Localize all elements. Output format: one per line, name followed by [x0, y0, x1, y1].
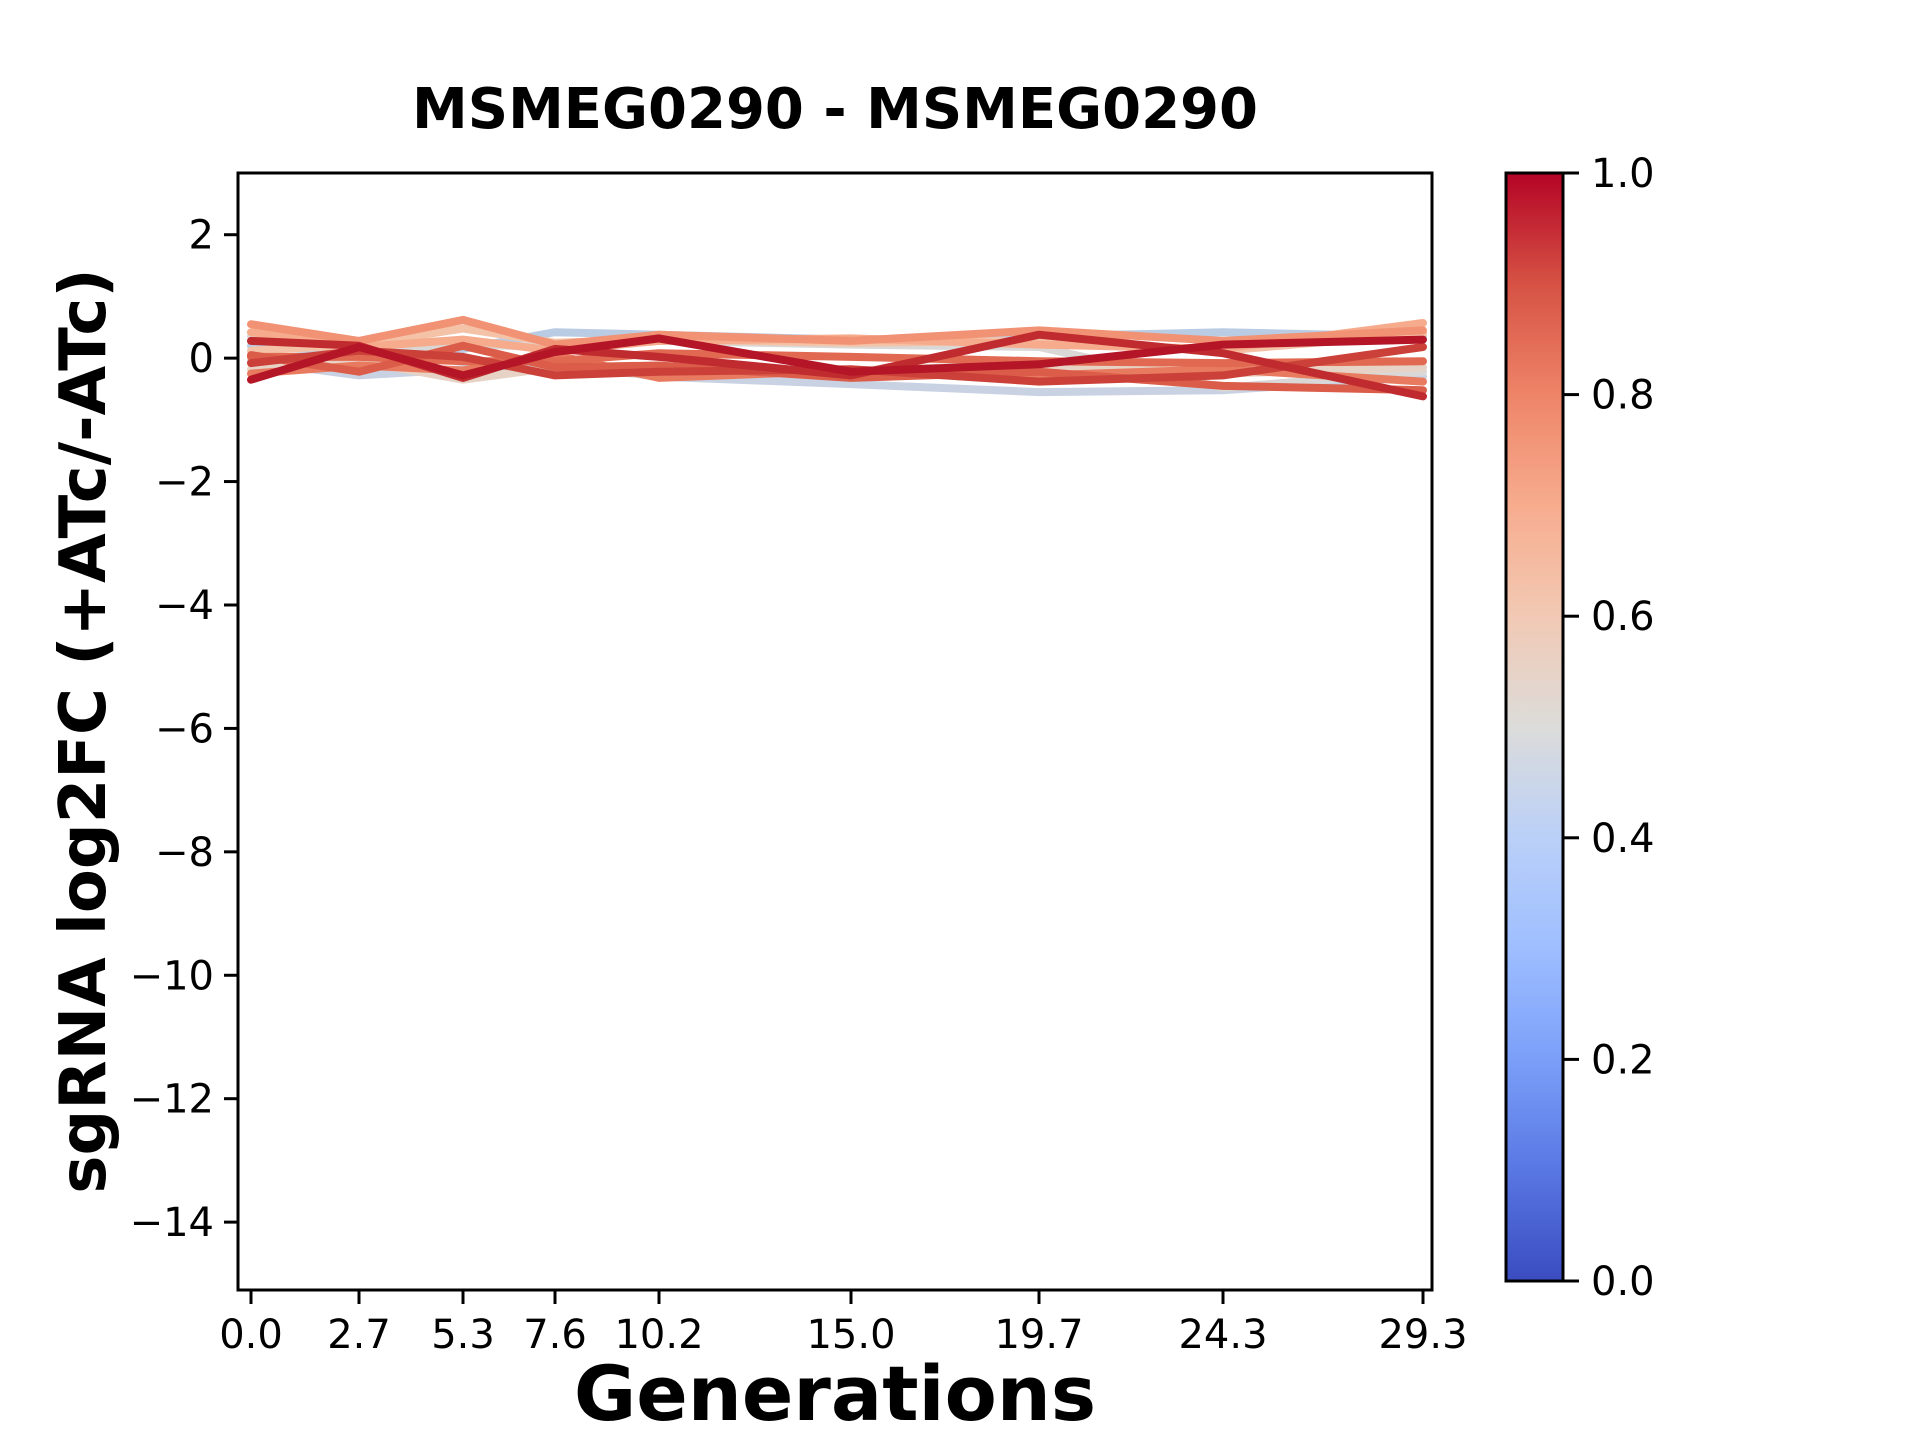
colorbar-tick-label: 1.0 — [1591, 151, 1655, 197]
colorbar: 0.0 0.2 0.4 0.6 0.8 1.0 — [1504, 151, 1655, 1305]
plot-border — [236, 171, 1434, 1292]
y-tick-label: −6 — [155, 706, 214, 752]
colorbar-tick-label: 0.8 — [1591, 373, 1655, 419]
x-axis-label: Generations — [574, 1349, 1096, 1438]
y-axis-label: sgRNA log2FC (+ATc/-ATc) — [47, 268, 121, 1193]
y-tick-label: −2 — [155, 460, 214, 506]
colorbar-tick-label: 0.6 — [1591, 594, 1655, 640]
x-tick-label: 29.3 — [1378, 1312, 1467, 1358]
y-tick-label: −12 — [130, 1077, 214, 1123]
y-tick-label: −10 — [130, 953, 214, 999]
colorbar-gradient — [1504, 171, 1565, 1283]
colorbar-tick-label: 0.2 — [1591, 1037, 1655, 1083]
x-tick-label: 24.3 — [1178, 1312, 1267, 1358]
x-tick-label: 5.3 — [431, 1312, 495, 1358]
x-tick-label: 7.6 — [523, 1312, 587, 1358]
y-tick-label: 0 — [189, 336, 214, 382]
y-tick-label: 2 — [189, 213, 214, 259]
colorbar-tick-label: 0.4 — [1591, 816, 1655, 862]
colorbar-tick-label: 0.0 — [1591, 1259, 1655, 1305]
x-tick-label: 0.0 — [219, 1312, 283, 1358]
x-tick-label: 19.7 — [994, 1312, 1083, 1358]
sgrna-line-13 — [247, 334, 1427, 384]
chart-title: MSMEG0290 - MSMEG0290 — [412, 77, 1258, 142]
x-tick-label: 10.2 — [614, 1312, 703, 1358]
axes-layer: 0.0 2.7 5.3 7.6 10.2 15.0 19.7 24.3 29.3 2 0 −2 −4 −6… — [130, 171, 1468, 1358]
series-layer — [247, 315, 1427, 401]
y-tick-label: −4 — [155, 583, 214, 629]
y-tick-label: −14 — [130, 1200, 214, 1246]
x-tick-label: 15.0 — [806, 1312, 895, 1358]
y-tick-label: −8 — [155, 830, 214, 876]
x-tick-label: 2.7 — [327, 1312, 391, 1358]
